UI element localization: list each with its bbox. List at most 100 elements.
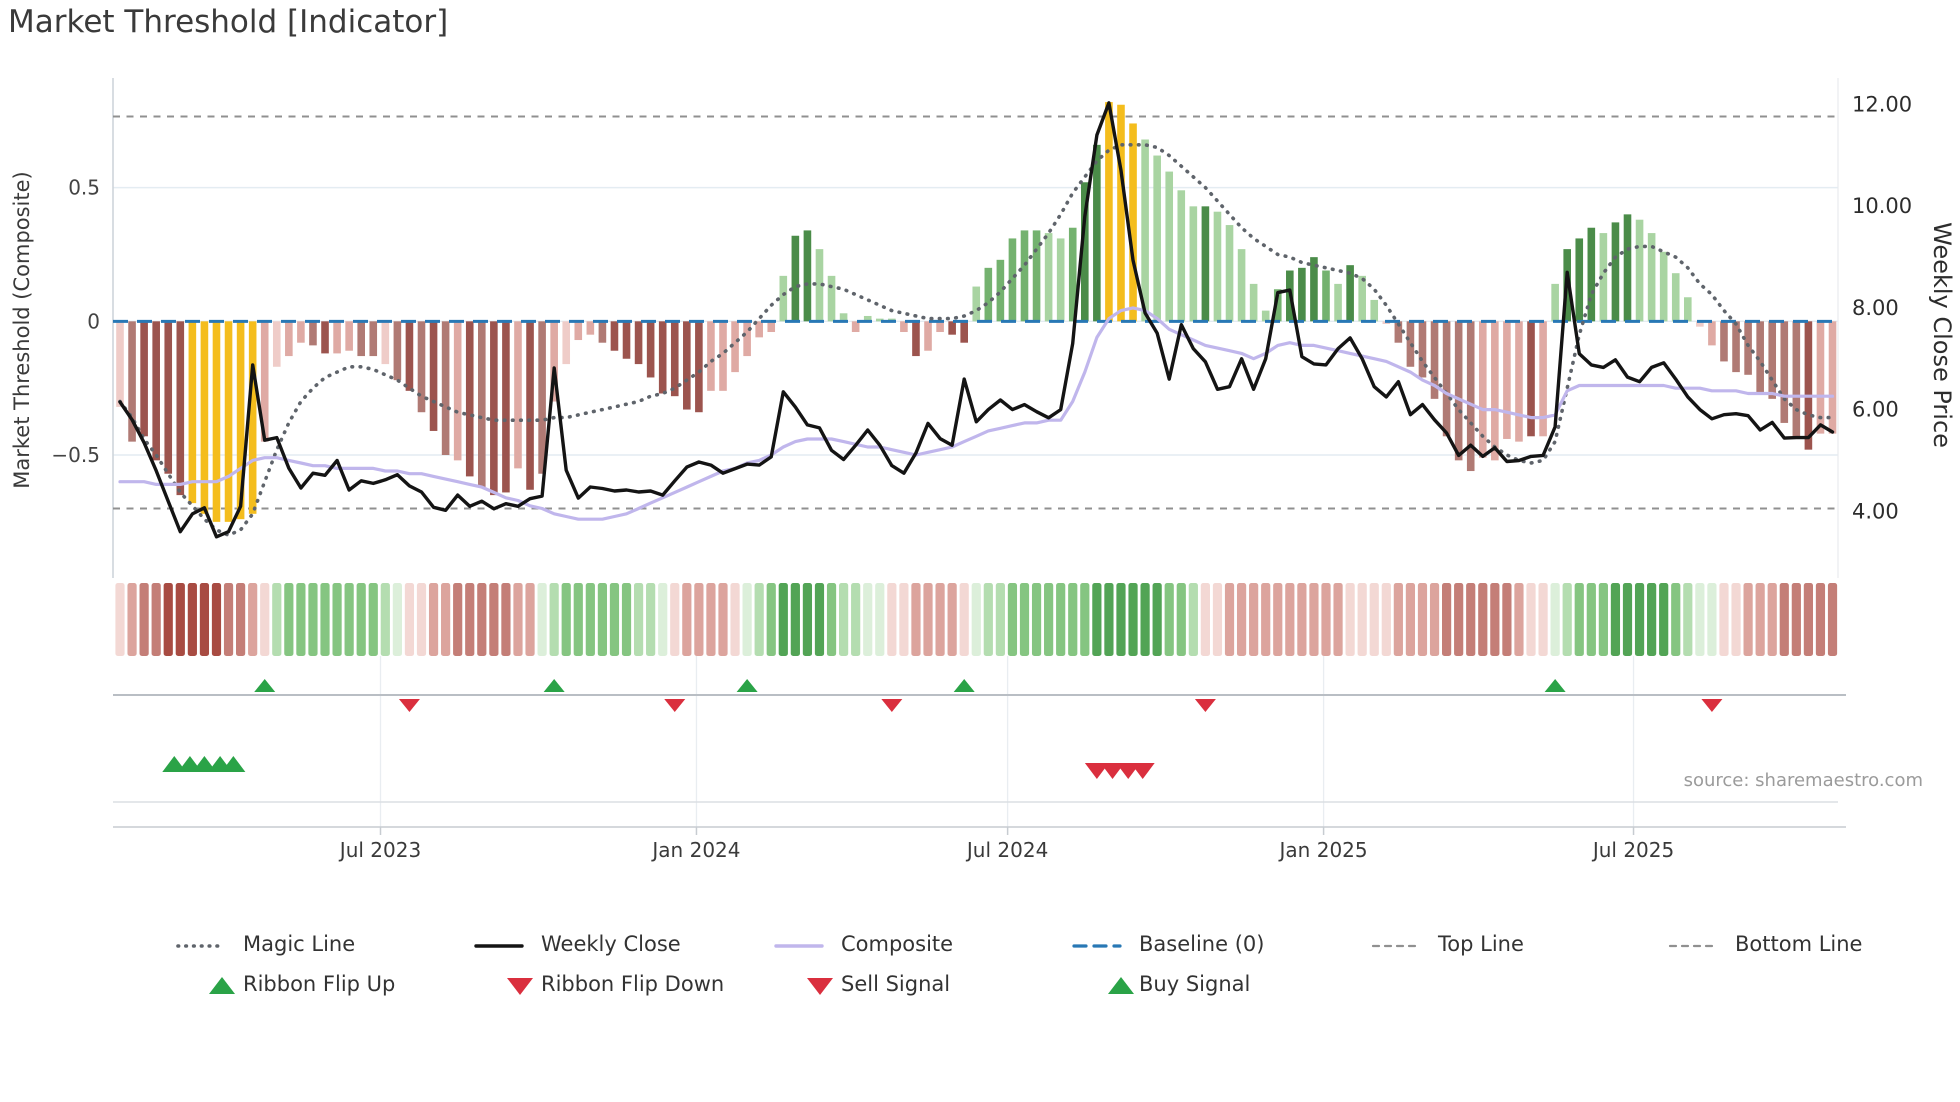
composite-bar	[1298, 267, 1306, 322]
ribbon-cell	[1454, 583, 1464, 656]
legend-label: Buy Signal	[1139, 972, 1251, 996]
ribbon-cell	[1586, 583, 1596, 656]
ribbon-cell	[814, 583, 825, 656]
ribbon-cell	[392, 583, 402, 656]
ribbon-flip-down-marker	[664, 699, 686, 712]
composite-bar	[767, 321, 776, 333]
buy-signal-marker	[192, 756, 217, 772]
composite-bar	[236, 321, 245, 520]
composite-bar	[1503, 321, 1511, 439]
composite-bar	[610, 321, 619, 351]
ribbon-cell	[1647, 583, 1657, 656]
composite-bar	[1599, 233, 1608, 322]
ribbon-cell	[1827, 583, 1838, 656]
buy-signal-marker	[221, 756, 246, 772]
ribbon-cell	[1200, 583, 1210, 656]
chart-title: Market Threshold [Indicator]	[8, 4, 449, 40]
ribbon-cell	[1490, 583, 1500, 656]
left-tick-label: 0	[87, 309, 100, 333]
ribbon-cell	[549, 583, 559, 656]
composite-bar	[1056, 238, 1065, 322]
ribbon-flip-up-marker	[736, 679, 758, 692]
ribbon-cell	[404, 583, 415, 656]
ribbon-cell	[1261, 583, 1271, 656]
ribbon-cell	[1236, 583, 1247, 656]
ribbon-cell	[621, 583, 632, 656]
ribbon-cell	[573, 583, 583, 656]
composite-bar	[1346, 265, 1354, 322]
ribbon-cell	[1429, 583, 1440, 656]
ribbon-cell	[308, 583, 318, 656]
composite-bar	[1141, 139, 1149, 322]
ribbon-cell	[1393, 583, 1403, 656]
ribbon-cell	[428, 583, 439, 656]
composite-bar	[803, 230, 812, 322]
ribbon-cell	[1743, 583, 1753, 656]
composite-bar	[1310, 257, 1318, 322]
composite-bar	[972, 286, 981, 322]
legend-label: Sell Signal	[841, 972, 951, 996]
composite-bar	[212, 321, 221, 522]
composite-bar	[1478, 321, 1487, 458]
ribbon-cell	[1031, 583, 1042, 656]
composite-bar	[1816, 321, 1825, 434]
ribbon-cell	[609, 583, 620, 656]
composite-bar	[815, 249, 824, 322]
sell-signal-marker	[1130, 763, 1155, 779]
composite-bar	[1527, 321, 1535, 437]
ribbon-cell	[1104, 583, 1114, 656]
composite-bar	[984, 267, 993, 322]
ribbon-cell	[670, 583, 680, 656]
composite-bar	[1587, 227, 1596, 322]
sell-signal-marker	[1100, 763, 1125, 779]
composite-bar	[791, 235, 800, 322]
composite-bar	[1334, 283, 1342, 322]
ribbon-cell	[851, 583, 861, 656]
ribbon-cell	[1321, 583, 1331, 656]
composite-bar	[1768, 321, 1777, 399]
composite-bar	[1539, 321, 1547, 437]
composite-bar	[1732, 321, 1740, 373]
composite-bar	[453, 321, 462, 461]
composite-bar	[321, 321, 329, 354]
x-tick-label: Jul 2025	[1591, 838, 1674, 862]
ribbon-cell	[320, 583, 330, 656]
composite-bar	[1515, 321, 1523, 442]
composite-bar	[1165, 171, 1174, 322]
composite-bar	[996, 259, 1005, 322]
composite-bar	[200, 321, 209, 514]
ribbon-cell	[1044, 583, 1054, 656]
legend-label: Weekly Close	[541, 932, 681, 956]
ribbon-cell	[1333, 583, 1343, 656]
ribbon-cell	[1140, 583, 1150, 656]
composite-bar	[948, 321, 956, 335]
ribbon-cell	[1116, 583, 1126, 656]
composite-bar	[658, 321, 667, 394]
legend-label: Ribbon Flip Up	[243, 972, 396, 996]
ribbon-cell	[899, 583, 909, 656]
composite-bar	[1828, 321, 1837, 434]
composite-bar	[224, 321, 233, 522]
ribbon-cell	[1369, 583, 1379, 656]
ribbon-cell	[1803, 583, 1813, 656]
ribbon-cell	[344, 583, 354, 656]
composite-bar	[490, 321, 498, 496]
ribbon-flip-down-marker	[1701, 699, 1723, 712]
ribbon-cell	[1152, 583, 1162, 656]
composite-bar	[550, 321, 558, 402]
right-tick-label: 6.00	[1852, 398, 1899, 422]
composite-bar	[1418, 321, 1427, 378]
composite-bar	[1491, 321, 1499, 461]
composite-bar	[1551, 283, 1559, 322]
composite-bar	[1575, 238, 1584, 322]
composite-bar	[936, 321, 944, 333]
left-tick-label: 0.5	[68, 176, 100, 200]
composite-bar	[924, 321, 932, 351]
ribbon-cell	[1417, 583, 1428, 656]
composite-bar	[1430, 321, 1439, 399]
composite-bar	[1201, 206, 1210, 322]
composite-bar	[1394, 321, 1403, 343]
composite-bar	[1635, 219, 1644, 322]
ribbon-cell	[1538, 583, 1548, 656]
composite-bar	[827, 275, 836, 322]
